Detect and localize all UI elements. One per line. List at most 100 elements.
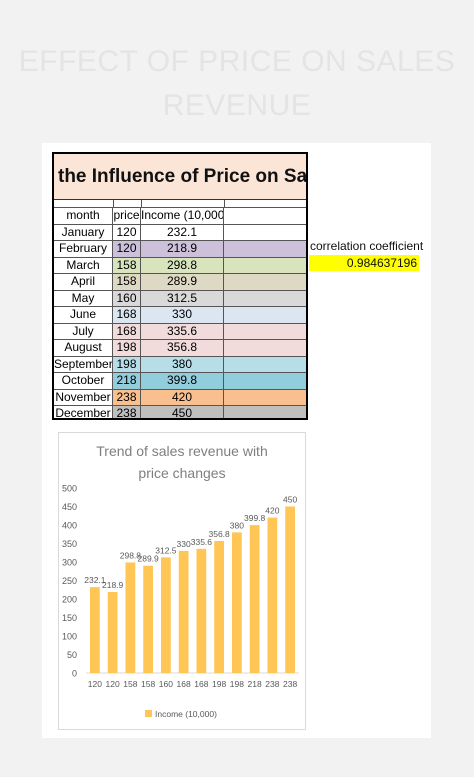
x-tick-label: 198 — [212, 679, 226, 689]
y-tick-label: 50 — [67, 650, 77, 660]
chart-canvas: Trend of sales revenue with price changes… — [62, 443, 299, 719]
cell-price[interactable]: 168 — [113, 323, 141, 339]
cell-price[interactable]: 218 — [113, 373, 141, 389]
cell-empty[interactable] — [224, 389, 306, 405]
chart-title-line-1: Trend of sales revenue with — [96, 443, 267, 459]
y-tick-label: 100 — [62, 632, 77, 642]
cell-empty[interactable] — [224, 373, 306, 389]
cell-price[interactable]: 238 — [113, 406, 141, 418]
cell-empty[interactable] — [224, 340, 306, 356]
cell-income[interactable]: 298.8 — [141, 257, 224, 273]
cell-month[interactable]: July — [54, 323, 113, 339]
table-row: February 120 218.9 — [54, 241, 306, 258]
cell-price[interactable]: 158 — [113, 274, 141, 290]
cell-empty[interactable] — [224, 290, 306, 306]
cell-empty[interactable] — [224, 224, 306, 240]
cell-income[interactable]: 335.6 — [141, 323, 224, 339]
data-label: 420 — [265, 506, 279, 516]
cell-price[interactable]: 238 — [113, 389, 141, 405]
data-label: 232.1 — [84, 575, 106, 585]
table-spacer-row — [54, 200, 306, 208]
y-tick-label: 350 — [62, 539, 77, 549]
bar — [249, 525, 260, 673]
cell-empty[interactable] — [224, 406, 306, 418]
cell-price[interactable]: 160 — [113, 290, 141, 306]
cell-price[interactable]: 198 — [113, 340, 141, 356]
chart-title-line-2: price changes — [138, 465, 225, 481]
cell-empty[interactable] — [224, 356, 306, 372]
header-cell[interactable]: month — [54, 208, 113, 224]
cell-month[interactable]: April — [54, 274, 113, 290]
cell-month[interactable]: June — [54, 307, 113, 323]
cell-empty[interactable] — [224, 257, 306, 273]
cell-empty[interactable] — [224, 307, 306, 323]
data-label: 298.8 — [120, 550, 142, 560]
x-tick-label: 218 — [248, 679, 262, 689]
x-tick-label: 120 — [88, 679, 102, 689]
header-cell[interactable]: price — [113, 208, 141, 224]
table-row: August 198 356.8 — [54, 340, 306, 357]
correlation-value[interactable]: 0.984637196 — [309, 255, 419, 271]
data-label: 399.8 — [244, 513, 266, 523]
cell-month[interactable]: December — [54, 406, 113, 418]
cell-month[interactable]: February — [54, 241, 113, 257]
cell-month[interactable]: March — [54, 257, 113, 273]
cell-month[interactable]: November — [54, 389, 113, 405]
x-tick-label: 198 — [230, 679, 244, 689]
cell-month[interactable]: May — [54, 290, 113, 306]
bar — [160, 557, 171, 673]
table-row: October 218 399.8 — [54, 373, 306, 390]
cell-income[interactable]: 289.9 — [141, 274, 224, 290]
y-tick-label: 200 — [62, 595, 77, 605]
cell-price[interactable]: 158 — [113, 257, 141, 273]
cell-income[interactable]: 380 — [141, 356, 224, 372]
y-tick-label: 450 — [62, 502, 77, 512]
cell-income[interactable]: 330 — [141, 307, 224, 323]
bar — [143, 565, 154, 673]
bar-chart: Trend of sales revenue with price changes… — [58, 432, 306, 730]
table-header-row: month price Income (10,000) — [54, 208, 306, 225]
data-label: 330 — [177, 539, 191, 549]
cell-month[interactable]: August — [54, 340, 113, 356]
bar — [125, 562, 136, 673]
x-tick-label: 168 — [177, 679, 191, 689]
table-row: January 120 232.1 — [54, 224, 306, 241]
data-label: 356.8 — [208, 529, 230, 539]
header-cell[interactable]: Income (10,000) — [141, 208, 224, 224]
cell-empty[interactable] — [224, 323, 306, 339]
x-tick-label: 168 — [194, 679, 208, 689]
table-row: May 160 312.5 — [54, 290, 306, 307]
cell-month[interactable]: September — [54, 356, 113, 372]
cell-price[interactable]: 168 — [113, 307, 141, 323]
cell-income[interactable]: 232.1 — [141, 224, 224, 240]
data-label: 335.6 — [191, 537, 213, 547]
x-tick-label: 238 — [265, 679, 279, 689]
cell-income[interactable]: 356.8 — [141, 340, 224, 356]
data-label: 312.5 — [155, 545, 177, 555]
cell-empty[interactable] — [224, 241, 306, 257]
cell-price[interactable]: 120 — [113, 241, 141, 257]
cell-empty[interactable] — [224, 274, 306, 290]
cell-income[interactable]: 450 — [141, 406, 224, 418]
cell-income[interactable]: 420 — [141, 389, 224, 405]
cell-month[interactable]: October — [54, 373, 113, 389]
header-cell[interactable] — [224, 208, 306, 224]
bar — [89, 587, 100, 673]
x-tick-label: 238 — [283, 679, 297, 689]
correlation-label: correlation coefficient — [310, 239, 424, 253]
y-tick-label: 0 — [72, 669, 77, 679]
data-label: 450 — [283, 495, 297, 505]
y-tick-label: 150 — [62, 613, 77, 623]
cell-income[interactable]: 312.5 — [141, 290, 224, 306]
cell-income[interactable]: 218.9 — [141, 241, 224, 257]
cell-price[interactable]: 120 — [113, 224, 141, 240]
cell-income[interactable]: 399.8 — [141, 373, 224, 389]
bar — [214, 540, 225, 673]
bar — [267, 517, 278, 673]
cell-price[interactable]: 198 — [113, 356, 141, 372]
cell-month[interactable]: January — [54, 224, 113, 240]
table-row: December 238 450 — [54, 406, 306, 418]
bar — [178, 550, 189, 673]
page-title-line-1: EFFECT OF PRICE ON SALES — [18, 45, 456, 78]
price-income-table: the Influence of Price on Sale month pric… — [52, 152, 308, 420]
